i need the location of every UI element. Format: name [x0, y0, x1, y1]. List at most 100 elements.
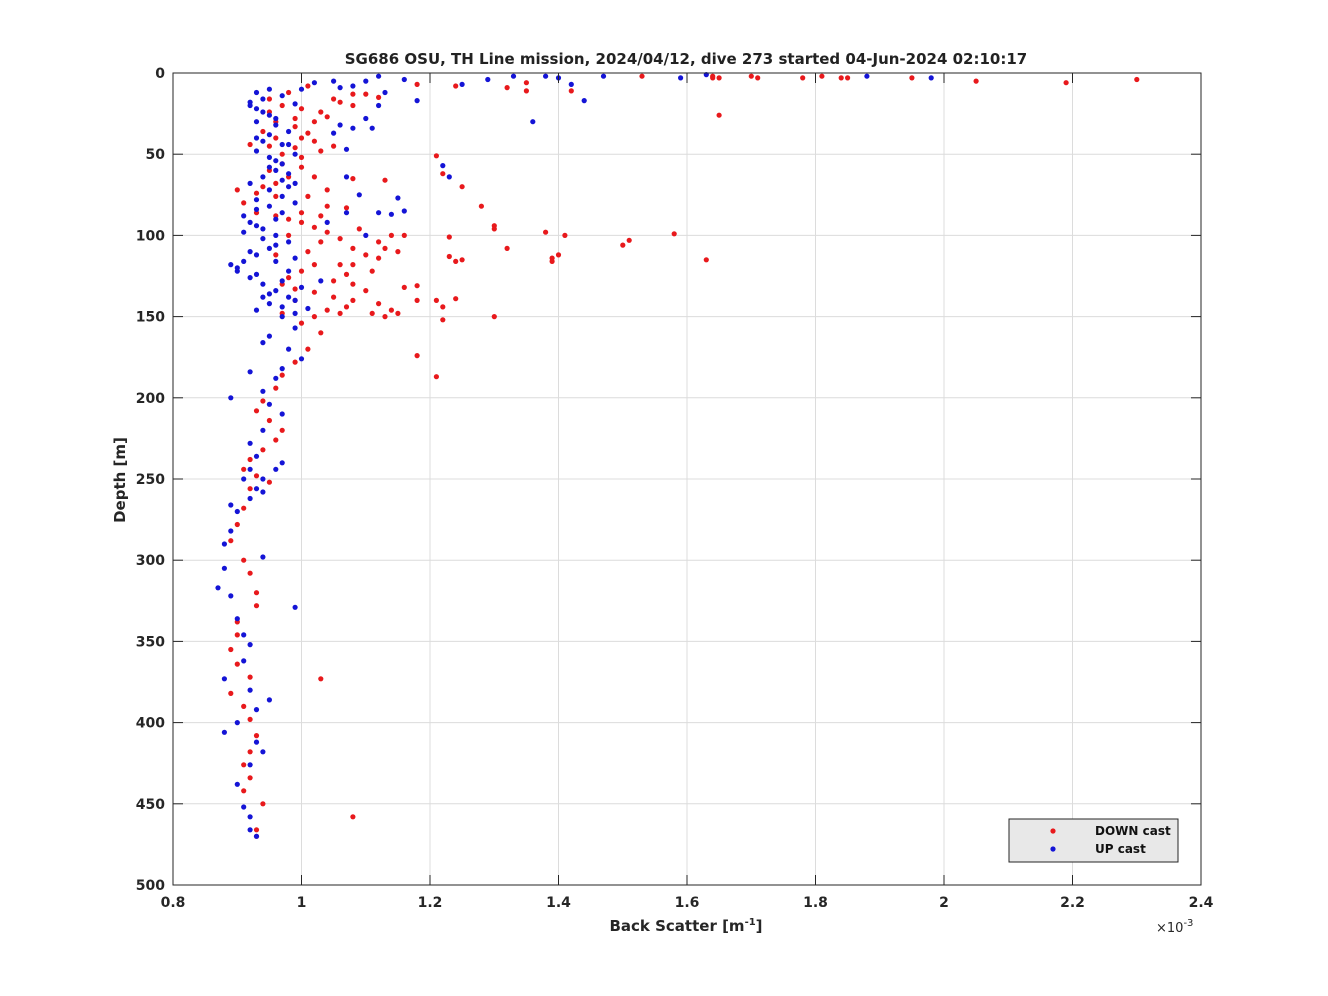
data-point	[228, 646, 234, 653]
data-point	[279, 210, 285, 216]
data-point	[247, 486, 253, 492]
data-point	[273, 135, 279, 141]
data-point	[350, 814, 356, 820]
data-point	[228, 262, 234, 268]
data-points	[215, 72, 1140, 839]
data-point	[350, 176, 356, 182]
data-point	[279, 314, 285, 320]
data-point	[253, 307, 260, 313]
data-point	[343, 271, 350, 277]
data-point	[318, 213, 324, 219]
data-point	[748, 73, 754, 79]
data-point	[292, 286, 298, 292]
legend-label-down: DOWN cast	[1095, 824, 1171, 838]
data-point	[247, 180, 253, 186]
y-tick-label: 0	[155, 66, 165, 82]
data-point	[228, 690, 234, 697]
data-point	[273, 385, 279, 391]
data-point	[356, 192, 362, 198]
data-point	[376, 94, 382, 100]
data-point	[228, 395, 234, 401]
data-point	[376, 102, 382, 109]
data-point	[363, 252, 369, 258]
data-point	[266, 143, 272, 149]
data-point	[401, 208, 407, 214]
data-point	[318, 109, 324, 115]
data-point	[363, 78, 369, 84]
data-point	[311, 80, 317, 86]
data-point	[459, 81, 465, 87]
data-point	[260, 340, 266, 346]
data-point	[286, 294, 292, 300]
data-point	[324, 229, 330, 235]
data-point	[234, 632, 240, 638]
grid-lines	[172, 72, 1202, 886]
data-point	[253, 190, 260, 196]
x-tick-label: 2.4	[1189, 895, 1214, 911]
data-point	[260, 749, 266, 755]
data-point	[234, 265, 240, 271]
data-point	[543, 73, 549, 79]
data-point	[253, 197, 260, 203]
data-point	[260, 294, 266, 300]
data-point	[433, 153, 439, 159]
data-point	[716, 75, 722, 81]
data-point	[234, 521, 240, 528]
data-point	[388, 232, 394, 238]
data-point	[382, 177, 388, 183]
data-point	[292, 124, 298, 130]
series-up-cast	[215, 72, 934, 839]
data-point	[311, 138, 317, 144]
data-point	[414, 283, 420, 289]
data-point	[253, 707, 260, 713]
x-tick-label: 0.8	[161, 895, 186, 911]
data-point	[286, 239, 292, 245]
data-point	[221, 565, 227, 571]
data-point	[318, 239, 324, 245]
data-point	[510, 73, 517, 79]
data-point	[286, 141, 292, 148]
data-point	[234, 661, 240, 667]
data-point	[266, 697, 272, 703]
data-point	[324, 114, 330, 120]
data-point	[928, 75, 934, 81]
data-point	[363, 115, 369, 122]
data-point	[376, 210, 382, 216]
series-down-cast	[228, 73, 1140, 839]
legend-box	[1008, 818, 1179, 863]
data-point	[973, 78, 979, 84]
data-point	[266, 401, 272, 407]
y-tick-label: 150	[136, 310, 165, 326]
data-point	[228, 538, 234, 544]
data-point	[266, 132, 272, 138]
data-point	[343, 304, 350, 310]
data-point	[318, 148, 324, 154]
y-tick-label: 400	[136, 716, 165, 732]
data-point	[247, 102, 253, 109]
data-point	[273, 167, 279, 173]
data-point	[382, 89, 388, 96]
data-point	[331, 294, 337, 300]
data-point	[241, 258, 247, 264]
data-point	[562, 232, 568, 238]
x-tick-label: 1.8	[803, 895, 828, 911]
data-point	[253, 148, 260, 154]
x-tick-label: 2	[939, 895, 949, 911]
data-point	[376, 255, 382, 261]
data-point	[388, 307, 394, 313]
y-tick-label: 250	[136, 472, 165, 488]
data-point	[292, 200, 298, 206]
data-point	[286, 184, 292, 190]
data-point	[382, 245, 388, 251]
data-point	[279, 93, 285, 99]
data-point	[266, 245, 272, 251]
data-point	[343, 146, 350, 152]
data-point	[305, 83, 311, 89]
data-point	[298, 164, 305, 170]
data-point	[311, 119, 317, 125]
data-point	[1063, 80, 1069, 86]
data-point	[446, 174, 452, 180]
data-point	[485, 76, 491, 83]
data-point	[331, 143, 337, 149]
data-point	[286, 232, 292, 238]
